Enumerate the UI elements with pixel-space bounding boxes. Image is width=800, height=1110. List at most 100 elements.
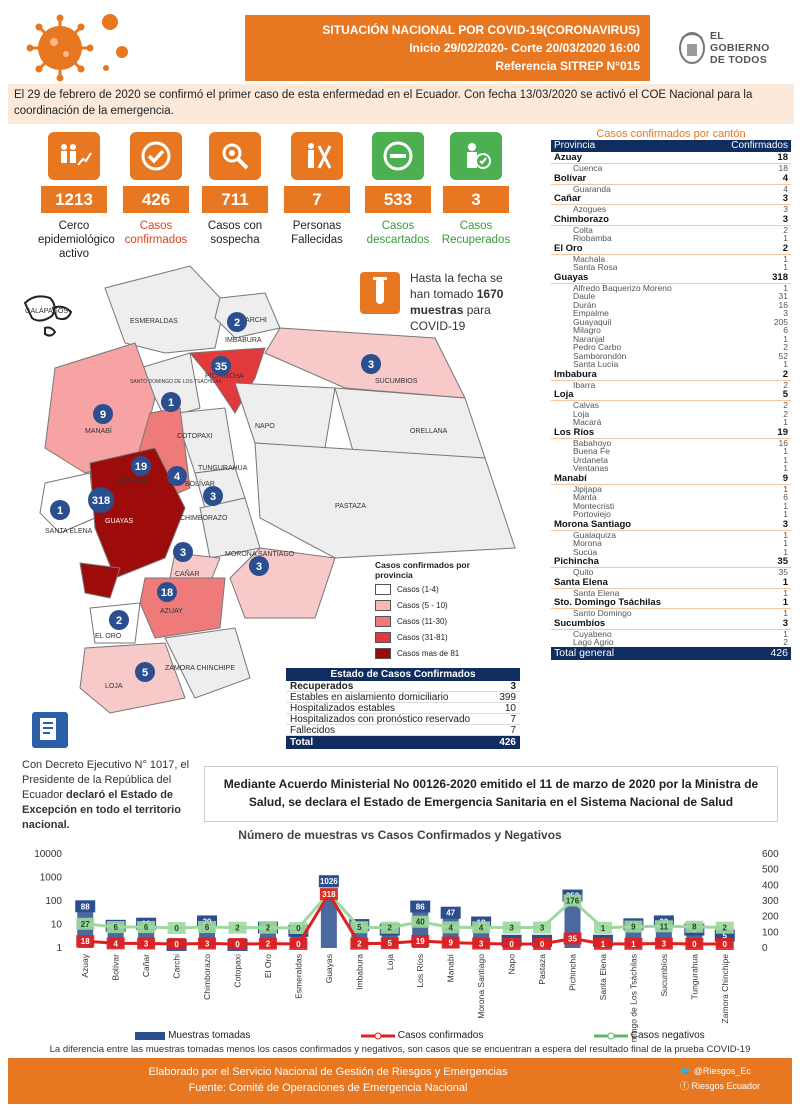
logo-text-1: EL (710, 30, 725, 42)
series-value-2: 0 (174, 924, 179, 933)
sample-label-bg (410, 900, 431, 913)
province-name: Loja (554, 389, 574, 400)
canton-name: Pedro Carbo (573, 342, 622, 352)
canton-name: Urdaneta (573, 454, 608, 465)
map-label: BOLÍVAR (185, 479, 215, 488)
map-label-galapagos: GALÁPAGOS (25, 306, 68, 315)
footer-line1: Elaborado por el Servicio Nacional de Ge… (148, 1066, 508, 1078)
province-name: Azuay (554, 152, 582, 163)
category-label: Tungurahua (689, 954, 699, 1000)
province-name: Bolívar (554, 172, 587, 184)
canton-name: Samborondón (573, 350, 627, 361)
checkmark-icon (130, 132, 182, 180)
map-label: NAPO (255, 423, 275, 430)
series-marker-1 (654, 937, 673, 950)
map-count-bubble: 2 (227, 312, 247, 332)
stat-discarded: 533 Casos descartados (362, 132, 434, 247)
series-marker-2 (76, 917, 95, 930)
map-legend: Casos confirmados por provincia Casos (1… (375, 560, 505, 664)
report-period: Inicio 29/02/2020- Corte 20/03/2020 16:0… (409, 41, 640, 55)
series-value-2: 27 (81, 920, 90, 929)
canton-row: Babahoyo 16 (551, 437, 791, 448)
canton-value: 2 (783, 342, 788, 352)
header-band: SITUACIÓN NACIONAL POR COVID-19(CORONAVI… (245, 15, 650, 81)
province-name: Morona Santiago (554, 518, 632, 530)
stat-label: Casos con sospecha (207, 220, 263, 246)
stat-suspected: 711 Casos con sospecha (199, 132, 271, 247)
series-value-2: 9 (631, 923, 636, 932)
canton-value: 16 (778, 299, 788, 310)
canton-name: Alfredo Baquerizo Moreno (573, 282, 672, 293)
province-value: 4 (782, 172, 788, 184)
map-count: 3 (368, 359, 374, 371)
series-marker-2 (563, 894, 582, 907)
canton-value: 1 (783, 253, 788, 264)
series-marker-1 (198, 937, 217, 950)
twitter-handle[interactable]: 🐦 @Riesgos_Ec (680, 1066, 751, 1076)
status-label: Estables en aislamiento domiciliario (290, 692, 449, 703)
canton-row: Santo Domingo 1 (551, 609, 791, 618)
series-value-1: 2 (266, 940, 271, 949)
map-label: SUCUMBIOS (375, 378, 418, 385)
series-value-2: 0 (296, 924, 301, 933)
canton-name: Santa Rosa (573, 262, 618, 272)
series-value-1: 0 (723, 940, 728, 949)
legend-item: Casos (31-81) (375, 632, 505, 643)
series-value-2: 3 (540, 924, 545, 933)
series-marker-2 (441, 921, 460, 934)
legend-swatch (375, 616, 391, 627)
series-value-1: 1 (601, 940, 606, 949)
canton-value: 2 (783, 637, 788, 647)
status-table: Estado de Casos Confirmados Recuperados 3… (286, 668, 520, 749)
stat-label: Casos confirmados (124, 220, 188, 246)
map-label: ORELLANA (410, 428, 448, 435)
series-marker-1 (563, 932, 582, 945)
page-title: SITUACIÓN NACIONAL POR COVID-19(CORONAVI… (322, 23, 640, 37)
map-label: CAÑAR (175, 569, 200, 578)
province-value: 5 (782, 389, 788, 400)
canton-name: Manta (573, 492, 597, 502)
series-marker-2 (654, 920, 673, 933)
series-value-1: 1 (631, 940, 636, 949)
y-right-tick: 100 (762, 927, 779, 938)
province-value: 9 (782, 472, 788, 484)
canton-name: Loja (573, 408, 590, 419)
canton-name: Macará (573, 417, 602, 427)
canton-name: Santa Elena (573, 587, 620, 598)
series-value-1: 9 (448, 939, 453, 948)
logo-text-3: DE TODOS (710, 54, 768, 66)
map-count: 2 (234, 317, 240, 329)
canton-name: Ibarra (573, 379, 596, 390)
province-value: 318 (772, 271, 788, 283)
document-icon (32, 712, 68, 748)
legend-item: Casos mas de 81 (375, 648, 505, 659)
y-right-tick: 500 (762, 865, 779, 876)
sample-label-bg (318, 875, 339, 888)
legend-swatch (375, 632, 391, 643)
facebook-handle[interactable]: ⓕ Riesgos Ecuador (680, 1081, 761, 1091)
canton-value: 1 (783, 628, 788, 639)
series-marker-2 (502, 921, 521, 934)
y-left-tick: 10000 (34, 849, 62, 860)
series-marker-1 (411, 935, 430, 948)
y-left-tick: 1000 (40, 873, 63, 884)
status-value: 7 (510, 725, 516, 736)
map-count: 2 (116, 615, 122, 627)
series-value-2: 2 (266, 924, 271, 933)
canton-value: 1 (783, 608, 788, 618)
legend-samples: Muestras tomadas (135, 1030, 250, 1041)
map-count: 1 (57, 505, 63, 517)
legend-title: Casos confirmados por provincia (375, 560, 470, 580)
province-row: Azuay 18 (551, 152, 791, 164)
canton-name: Machala (573, 253, 606, 264)
canton-row: Ventanas 1 (551, 464, 791, 473)
canton-row: Daule 31 (551, 292, 791, 301)
category-label: Santo Domingo de Los Tsáchilas (628, 954, 638, 1042)
canton-value: 16 (778, 437, 788, 448)
canton-value: 52 (778, 350, 788, 361)
category-label: El Oro (263, 954, 273, 978)
series-value-1: 3 (205, 940, 210, 949)
map-label: CHIMBORAZO (180, 515, 228, 522)
canton-row: Buena Fe 1 (551, 447, 791, 456)
stat-value: 1213 (41, 186, 107, 213)
